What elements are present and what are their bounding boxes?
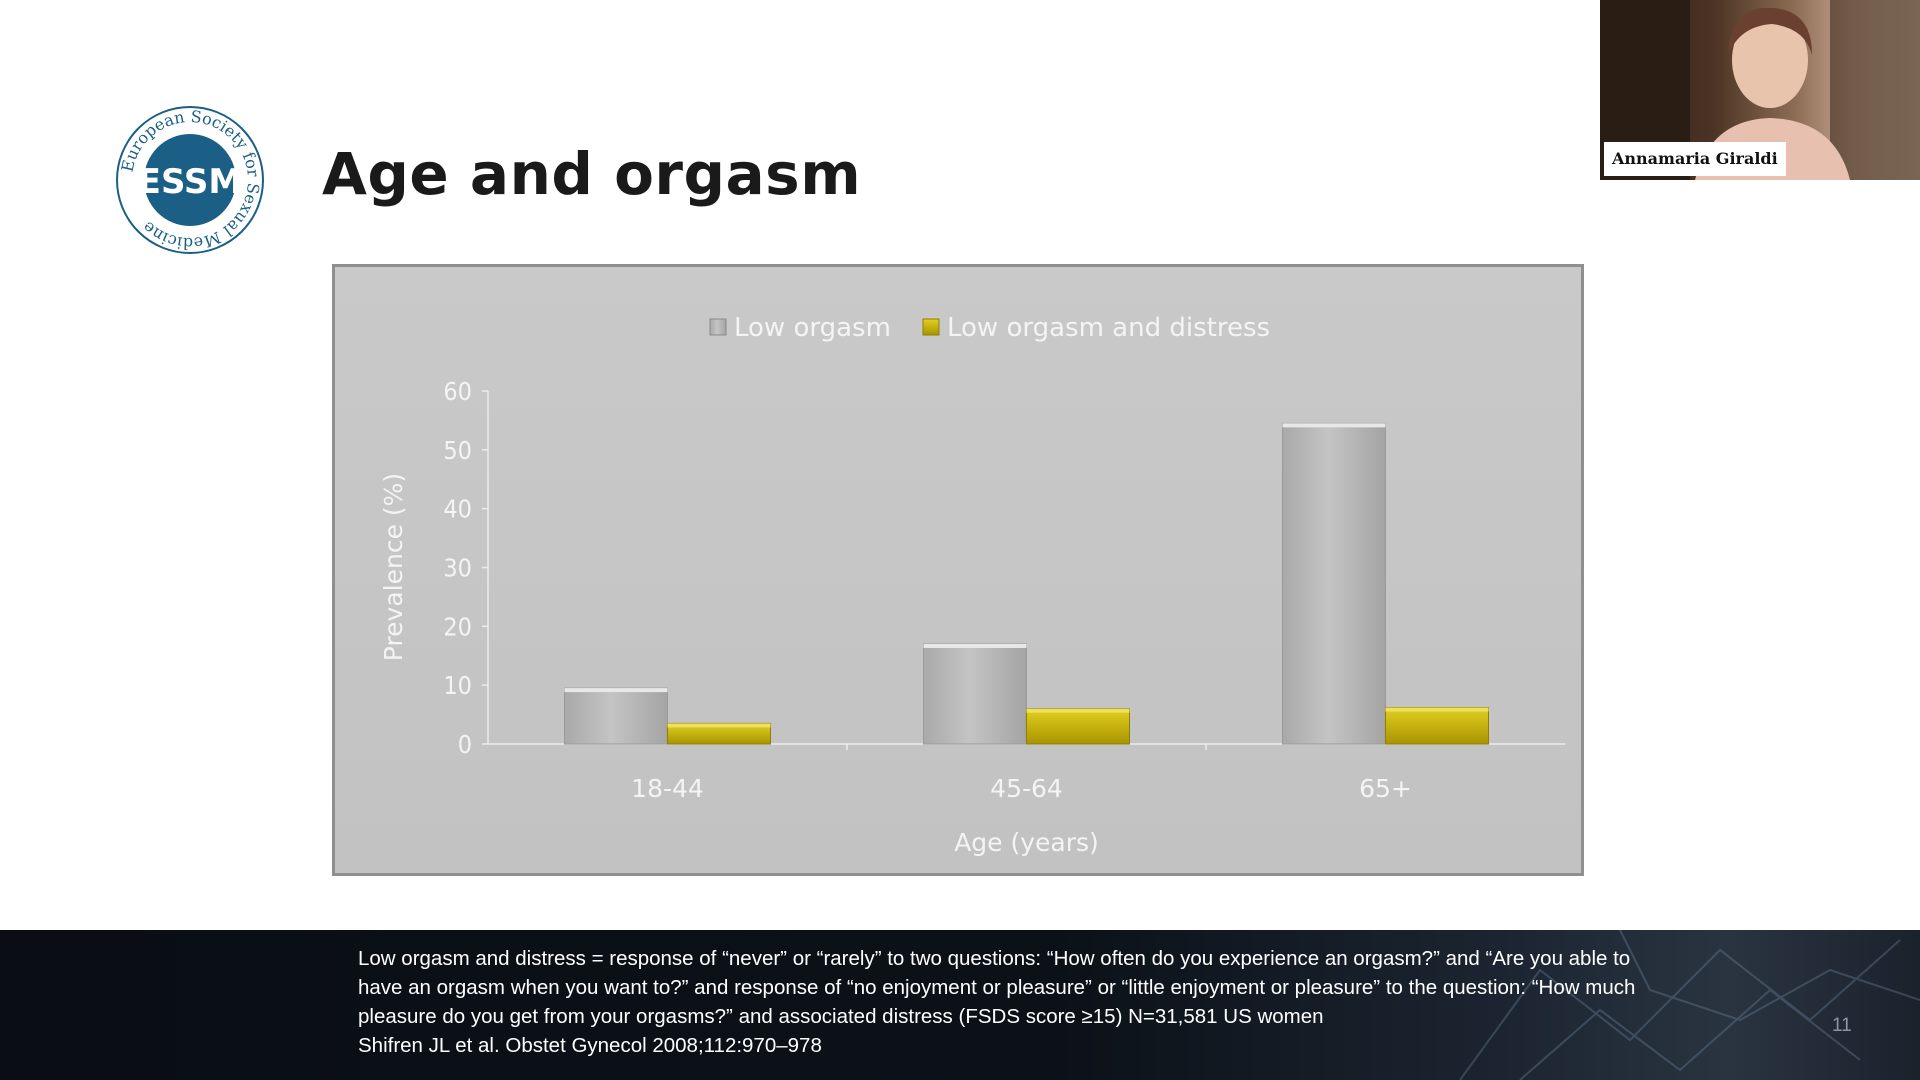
y-tick-label: 50 (443, 436, 472, 465)
bar-top-highlight (1385, 707, 1489, 712)
y-tick-label: 0 (458, 730, 472, 759)
footnote: Low orgasm and distress = response of “n… (358, 944, 1678, 1060)
slide-title: Age and orgasm (322, 140, 862, 208)
bar-45-64-low-orgasm (923, 643, 1027, 745)
presenter-name-label: Annamaria Giraldi (1604, 142, 1786, 176)
legend-low-orgasm-distress-label: Low orgasm and distress (947, 313, 1270, 343)
svg-text:ESSM: ESSM (138, 162, 243, 202)
footnote-citation: Shifren JL et al. Obstet Gynecol 2008;11… (358, 1034, 822, 1057)
bar-top-highlight (1282, 423, 1386, 428)
y-axis-label: Prevalence (%) (379, 473, 408, 661)
page-number: 11 (1832, 1015, 1852, 1036)
bar-top-highlight (667, 723, 771, 728)
y-tick-label: 10 (443, 671, 472, 700)
x-axis-label: Age (years) (954, 828, 1099, 857)
bar-18-44-low-orgasm (564, 687, 668, 745)
bar-45-64-low-orgasm-distress (1026, 708, 1130, 745)
bar-chart: 0 10 20 30 40 50 60 Prevalence (%) 18-44 45-64 65+… (379, 313, 1565, 857)
bar-top-highlight (564, 688, 668, 693)
x-tick-label: 65+ (1359, 774, 1412, 803)
bar-65+-low-orgasm-distress (1385, 707, 1489, 745)
y-tick-label: 20 (443, 612, 472, 641)
legend-low-orgasm-swatch (709, 318, 727, 336)
footer-decoration (1459, 930, 1920, 1080)
x-tick-label: 45-64 (990, 774, 1063, 803)
footer-bar (0, 930, 1920, 1080)
y-tick-label: 40 (443, 495, 472, 524)
y-tick-label: 60 (443, 377, 472, 406)
x-tick-label: 18-44 (631, 774, 704, 803)
legend-low-orgasm-distress-swatch (922, 318, 940, 336)
footnote-definition: Low orgasm and distress = response of “n… (358, 947, 1636, 1028)
bar-65+-low-orgasm (1282, 422, 1386, 745)
chart-panel: 0 10 20 30 40 50 60 Prevalence (%) 18-44 45-64 65+… (332, 264, 1584, 876)
bar-top-highlight (923, 643, 1027, 648)
essm-logo: European Society for Sexual Medicine ESS… (116, 106, 264, 254)
legend-low-orgasm-label: Low orgasm (734, 313, 891, 343)
bar-top-highlight (1026, 708, 1130, 713)
y-tick-label: 30 (443, 554, 472, 583)
